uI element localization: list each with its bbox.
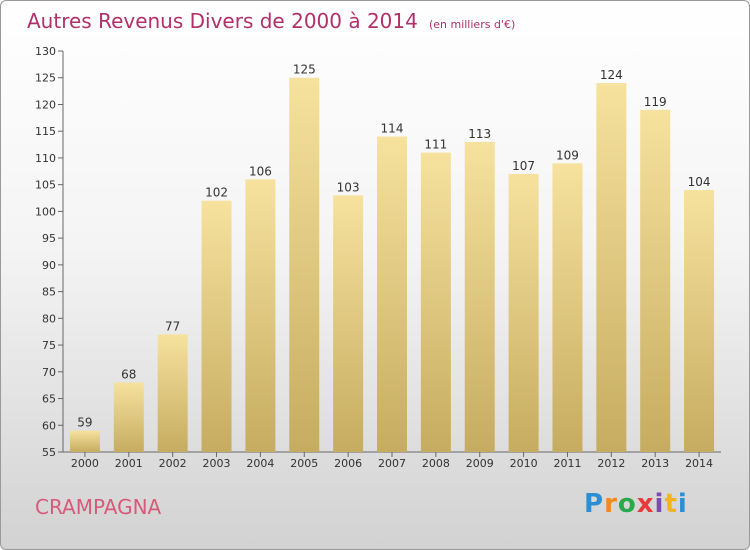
data-label: 119 (644, 95, 667, 109)
data-label: 59 (77, 416, 92, 430)
bar (157, 334, 188, 452)
data-label: 107 (512, 159, 535, 173)
x-tick-label: 2005 (290, 457, 318, 470)
x-tick-label: 2010 (510, 457, 538, 470)
y-tick-label: 100 (35, 205, 56, 218)
data-label: 103 (337, 180, 360, 194)
y-tick-label: 55 (42, 446, 56, 459)
x-tick-label: 2007 (378, 457, 406, 470)
bar (245, 179, 276, 452)
bar (201, 200, 232, 452)
y-tick-label: 130 (35, 45, 56, 58)
data-label: 77 (165, 319, 180, 333)
data-label: 124 (600, 68, 623, 82)
y-tick-label: 70 (42, 366, 56, 379)
data-label: 102 (205, 186, 228, 200)
x-tick-label: 2000 (71, 457, 99, 470)
y-tick-label: 80 (42, 312, 56, 325)
logo-letter: r (604, 489, 618, 519)
y-tick-label: 60 (42, 419, 56, 432)
bar (552, 163, 583, 452)
data-label: 68 (121, 367, 136, 381)
x-tick-label: 2004 (246, 457, 274, 470)
x-tick-label: 2001 (115, 457, 143, 470)
y-tick-label: 115 (35, 125, 56, 138)
x-tick-label: 2009 (466, 457, 494, 470)
y-tick-label: 105 (35, 179, 56, 192)
y-tick-label: 125 (35, 72, 56, 85)
x-tick-label: 2006 (334, 457, 362, 470)
bar (464, 141, 495, 453)
x-tick-label: 2008 (422, 457, 450, 470)
data-label: 114 (381, 122, 404, 136)
bar (377, 136, 407, 452)
logo-letter: o (617, 489, 637, 519)
y-tick-label: 90 (42, 259, 56, 272)
proxiti-logo: Proxiti (584, 489, 688, 519)
commune-name: CRAMPAGNA (35, 495, 162, 519)
bar (596, 83, 627, 452)
logo-letter: P (584, 489, 605, 519)
y-tick-label: 65 (42, 393, 56, 406)
title-unit: (en milliers d'€) (428, 18, 516, 31)
data-label: 111 (424, 138, 447, 152)
data-label: 113 (468, 127, 491, 141)
y-tick-label: 120 (35, 98, 56, 111)
logo-letter: t (664, 489, 678, 519)
bar (69, 430, 100, 452)
data-label: 125 (293, 63, 316, 77)
bar (420, 152, 451, 452)
y-tick-label: 110 (35, 152, 56, 165)
y-tick-label: 95 (42, 232, 56, 245)
bar (508, 173, 539, 452)
x-tick-label: 2012 (597, 457, 625, 470)
data-label: 104 (688, 175, 711, 189)
chart-title: Autres Revenus Divers de 2000 à 2014 (en… (27, 9, 515, 33)
x-tick-label: 2013 (641, 457, 669, 470)
title-main: Autres Revenus Divers de 2000 à 2014 (27, 9, 418, 33)
bar (640, 109, 671, 453)
x-tick-label: 2011 (553, 457, 581, 470)
bar (289, 77, 320, 452)
logo-letter: i (654, 489, 665, 519)
bar (113, 382, 144, 452)
y-tick-label: 75 (42, 339, 56, 352)
x-tick-label: 2003 (203, 457, 231, 470)
logo-letter: x (636, 489, 655, 519)
y-tick-label: 85 (42, 286, 56, 299)
data-label: 106 (249, 164, 272, 178)
bar (333, 195, 364, 453)
x-tick-label: 2014 (685, 457, 713, 470)
data-label: 109 (556, 148, 579, 162)
x-tick-label: 2002 (159, 457, 187, 470)
logo-letter: i (677, 489, 688, 519)
bar (684, 190, 715, 452)
